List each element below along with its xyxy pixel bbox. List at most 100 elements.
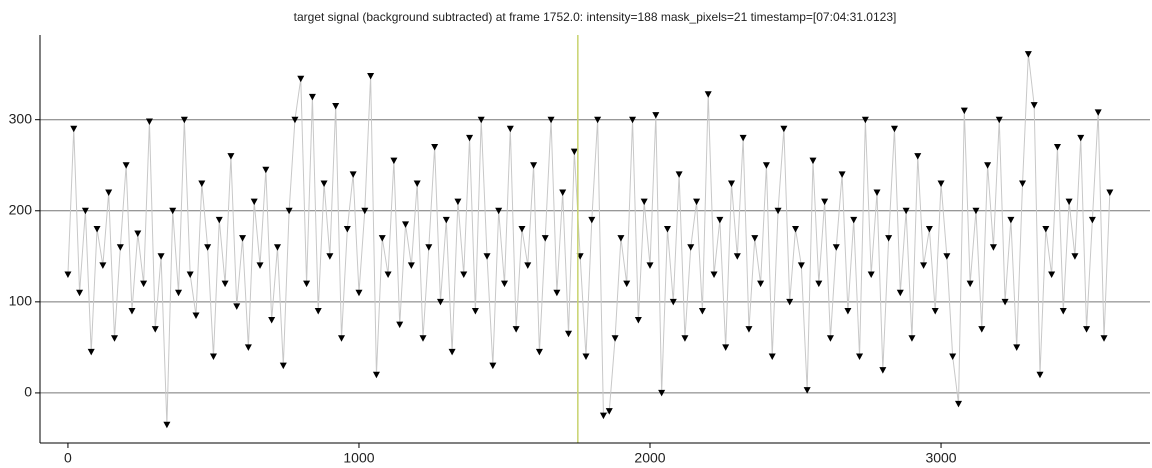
- point-marker: [844, 307, 852, 315]
- point-marker: [594, 116, 602, 124]
- point-marker: [710, 271, 718, 279]
- point-marker: [559, 189, 567, 197]
- point-marker: [250, 198, 258, 206]
- point-marker: [739, 134, 747, 142]
- point-marker: [396, 321, 404, 329]
- point-marker: [1100, 335, 1108, 342]
- point-marker: [902, 207, 910, 215]
- point-marker: [1013, 344, 1021, 351]
- point-marker: [361, 207, 369, 215]
- point-marker: [687, 244, 695, 251]
- y-tick-label: 300: [9, 110, 33, 126]
- point-marker: [797, 262, 805, 269]
- point-marker: [192, 312, 200, 319]
- point-marker: [419, 335, 427, 342]
- point-marker: [937, 180, 945, 187]
- point-marker: [495, 207, 503, 215]
- y-tick-label: 200: [9, 201, 33, 217]
- x-tick-label: 0: [64, 450, 72, 466]
- point-marker: [460, 271, 468, 279]
- point-marker: [547, 116, 555, 124]
- point-marker: [367, 72, 375, 80]
- point-marker: [140, 280, 148, 288]
- point-marker: [1083, 326, 1091, 333]
- point-marker: [553, 289, 561, 297]
- point-marker: [431, 144, 439, 151]
- point-marker: [745, 326, 753, 333]
- point-marker: [879, 367, 887, 374]
- point-marker: [838, 171, 846, 178]
- point-marker: [338, 335, 346, 342]
- point-marker: [1007, 216, 1015, 224]
- point-marker: [565, 330, 573, 338]
- point-marker: [76, 289, 84, 297]
- point-marker: [209, 353, 217, 360]
- point-marker: [180, 116, 188, 124]
- point-marker: [332, 103, 340, 110]
- point-marker: [966, 280, 974, 288]
- x-tick-label: 3000: [925, 450, 956, 466]
- point-marker: [658, 389, 666, 397]
- point-marker: [792, 225, 800, 233]
- point-marker: [81, 207, 89, 215]
- point-marker: [204, 244, 212, 251]
- chart-title: target signal (background subtracted) at…: [294, 10, 897, 24]
- point-marker: [832, 244, 840, 251]
- point-marker: [244, 344, 252, 351]
- point-marker: [524, 262, 532, 269]
- point-marker: [920, 262, 928, 269]
- point-marker: [972, 207, 980, 215]
- point-marker: [809, 157, 817, 165]
- point-marker: [105, 189, 113, 197]
- point-marker: [646, 262, 654, 269]
- point-marker: [436, 298, 444, 306]
- point-marker: [111, 335, 119, 342]
- point-marker: [186, 271, 194, 279]
- point-marker: [774, 207, 782, 215]
- point-marker: [1001, 298, 1009, 306]
- point-marker: [1036, 371, 1044, 379]
- point-marker: [378, 235, 386, 242]
- point-marker: [908, 335, 916, 342]
- point-marker: [722, 344, 730, 351]
- point-marker: [489, 362, 497, 370]
- point-marker: [477, 116, 485, 124]
- x-tick-label: 1000: [343, 450, 374, 466]
- point-marker: [227, 153, 235, 160]
- x-tick-label: 2000: [634, 450, 665, 466]
- point-marker: [320, 180, 328, 187]
- point-marker: [1019, 180, 1027, 187]
- point-marker: [541, 235, 549, 242]
- point-marker: [175, 289, 183, 297]
- point-marker: [757, 280, 765, 288]
- point-marker: [885, 235, 893, 242]
- point-marker: [1065, 198, 1073, 206]
- point-marker: [693, 198, 701, 206]
- point-marker: [151, 326, 159, 333]
- point-marker: [588, 216, 596, 224]
- point-marker: [448, 348, 456, 356]
- point-marker: [512, 326, 520, 333]
- point-marker: [931, 307, 939, 315]
- point-marker: [617, 235, 625, 242]
- point-marker: [663, 225, 671, 233]
- point-marker: [215, 216, 223, 224]
- point-marker: [995, 116, 1003, 124]
- point-marker: [716, 216, 724, 224]
- point-marker: [262, 166, 270, 174]
- point-marker: [681, 335, 689, 342]
- point-marker: [157, 253, 165, 260]
- point-marker: [163, 421, 171, 429]
- series-line: [67, 54, 1111, 425]
- point-marker: [698, 307, 706, 315]
- point-marker: [268, 317, 276, 324]
- point-marker: [762, 162, 770, 169]
- point-marker: [821, 198, 829, 206]
- point-marker: [960, 107, 968, 115]
- point-marker: [87, 348, 95, 356]
- point-marker: [955, 400, 963, 408]
- point-marker: [652, 112, 660, 119]
- point-marker: [407, 262, 415, 269]
- point-marker: [93, 225, 101, 233]
